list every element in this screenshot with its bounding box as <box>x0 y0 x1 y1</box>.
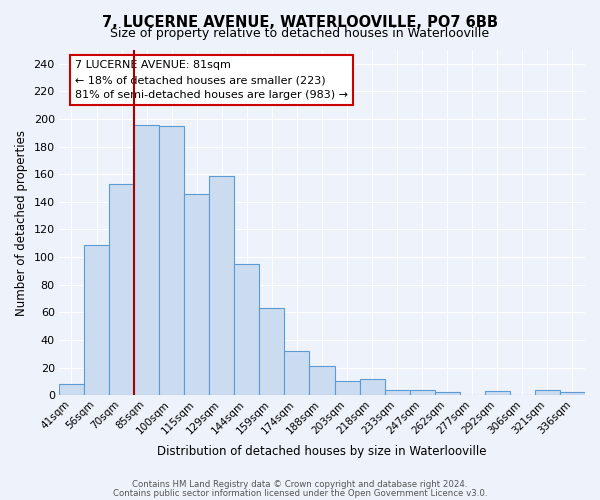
Bar <box>159 126 184 395</box>
Bar <box>385 390 410 395</box>
Bar <box>59 384 84 395</box>
Bar <box>259 308 284 395</box>
Bar <box>235 264 259 395</box>
Bar <box>359 378 385 395</box>
Bar <box>410 390 435 395</box>
Bar <box>209 176 235 395</box>
Bar <box>560 392 585 395</box>
Bar <box>435 392 460 395</box>
Text: Size of property relative to detached houses in Waterlooville: Size of property relative to detached ho… <box>110 28 490 40</box>
Bar <box>335 382 359 395</box>
Y-axis label: Number of detached properties: Number of detached properties <box>15 130 28 316</box>
Bar <box>184 194 209 395</box>
Text: Contains HM Land Registry data © Crown copyright and database right 2024.: Contains HM Land Registry data © Crown c… <box>132 480 468 489</box>
Text: Contains public sector information licensed under the Open Government Licence v3: Contains public sector information licen… <box>113 488 487 498</box>
Text: 7, LUCERNE AVENUE, WATERLOOVILLE, PO7 6BB: 7, LUCERNE AVENUE, WATERLOOVILLE, PO7 6B… <box>102 15 498 30</box>
Text: 7 LUCERNE AVENUE: 81sqm
← 18% of detached houses are smaller (223)
81% of semi-d: 7 LUCERNE AVENUE: 81sqm ← 18% of detache… <box>75 60 348 100</box>
Bar <box>284 351 310 395</box>
Bar <box>84 244 109 395</box>
Bar <box>485 391 510 395</box>
X-axis label: Distribution of detached houses by size in Waterlooville: Distribution of detached houses by size … <box>157 444 487 458</box>
Bar <box>310 366 335 395</box>
Bar <box>134 124 159 395</box>
Bar <box>109 184 134 395</box>
Bar <box>535 390 560 395</box>
